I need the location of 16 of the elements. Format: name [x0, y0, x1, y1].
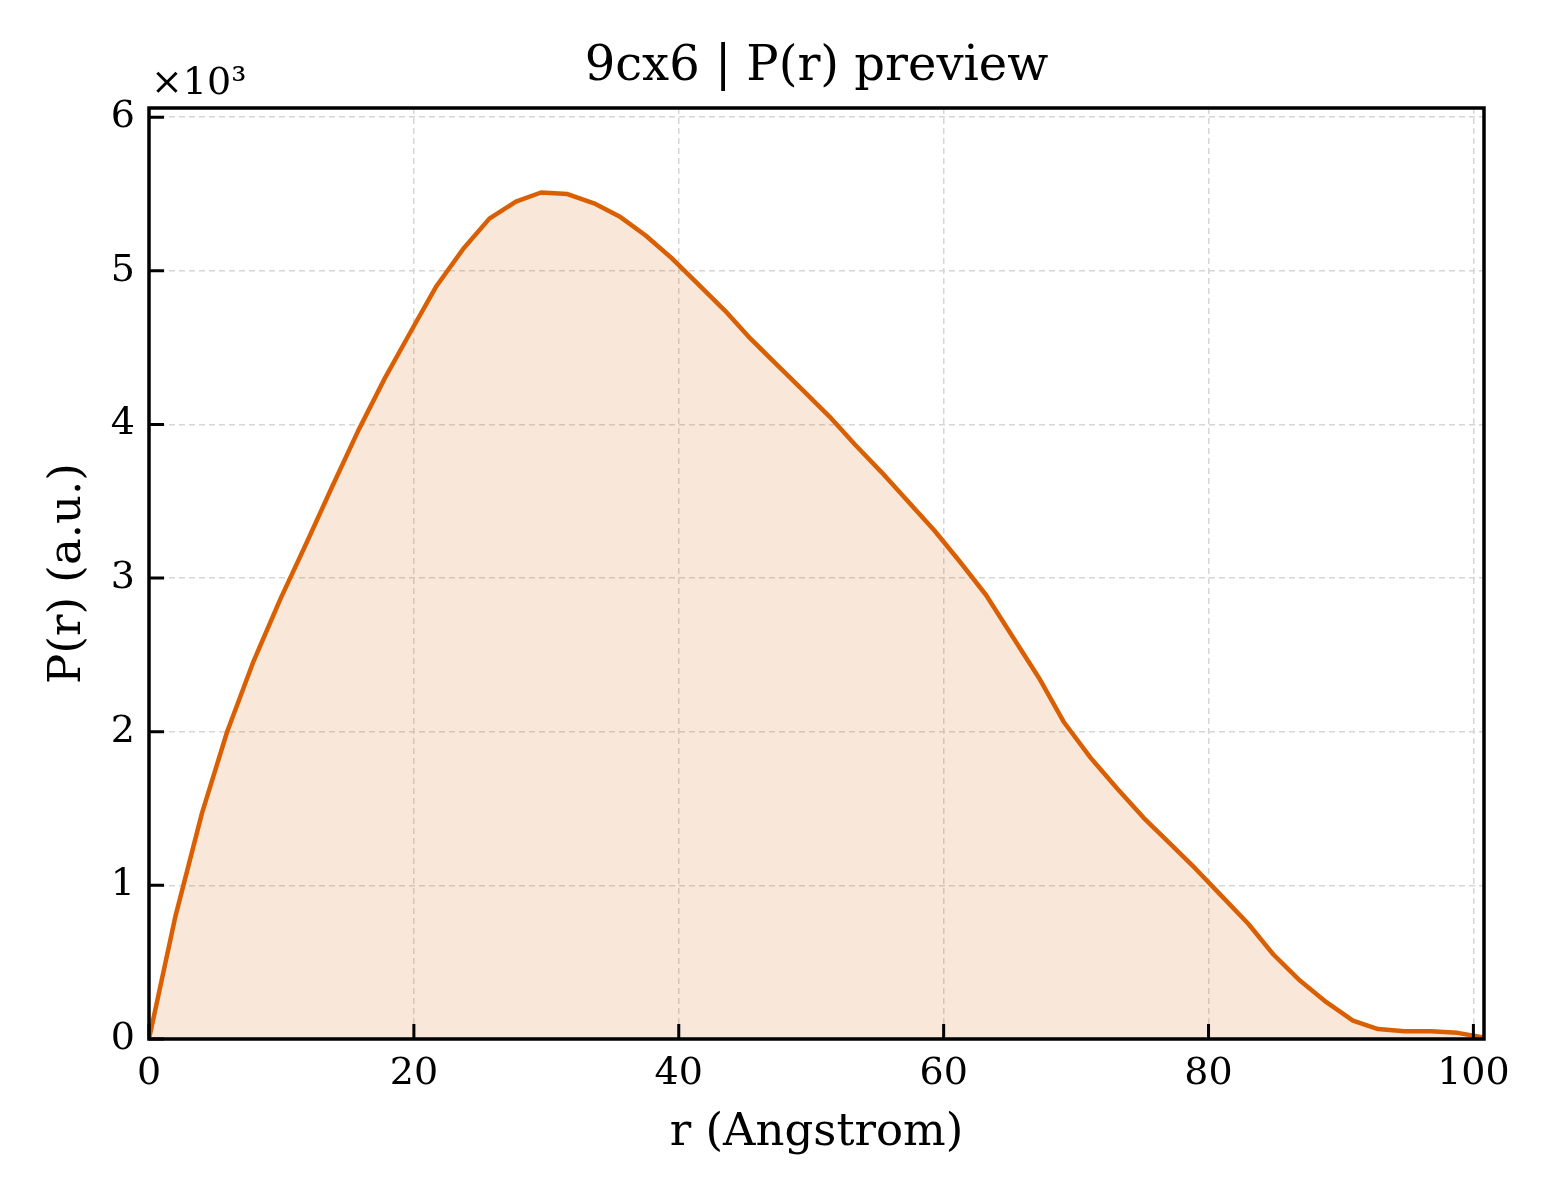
text: ×10³	[151, 59, 247, 103]
x-axis-title: r (Angstrom)	[669, 1102, 964, 1156]
y-tick-label: 4	[110, 399, 135, 444]
x-tick-label: 20	[389, 1048, 439, 1093]
y-tick-label: 5	[110, 245, 135, 290]
x-tick-label: 100	[1437, 1048, 1510, 1093]
y-axis-title: P(r) (a.u.)	[37, 463, 91, 684]
y-tick-label: 2	[110, 706, 135, 751]
x-tick-label: 80	[1184, 1048, 1233, 1093]
x-tick-label: 40	[654, 1048, 703, 1093]
y-tick-label: 0	[110, 1013, 135, 1058]
y-tick-label: 6	[110, 92, 135, 137]
x-tick-label: 60	[919, 1048, 968, 1093]
y-tick-label: 1	[110, 860, 135, 905]
y-tick-label: 3	[110, 552, 135, 597]
chart-title: 9cx6 | P(r) preview	[584, 35, 1049, 92]
